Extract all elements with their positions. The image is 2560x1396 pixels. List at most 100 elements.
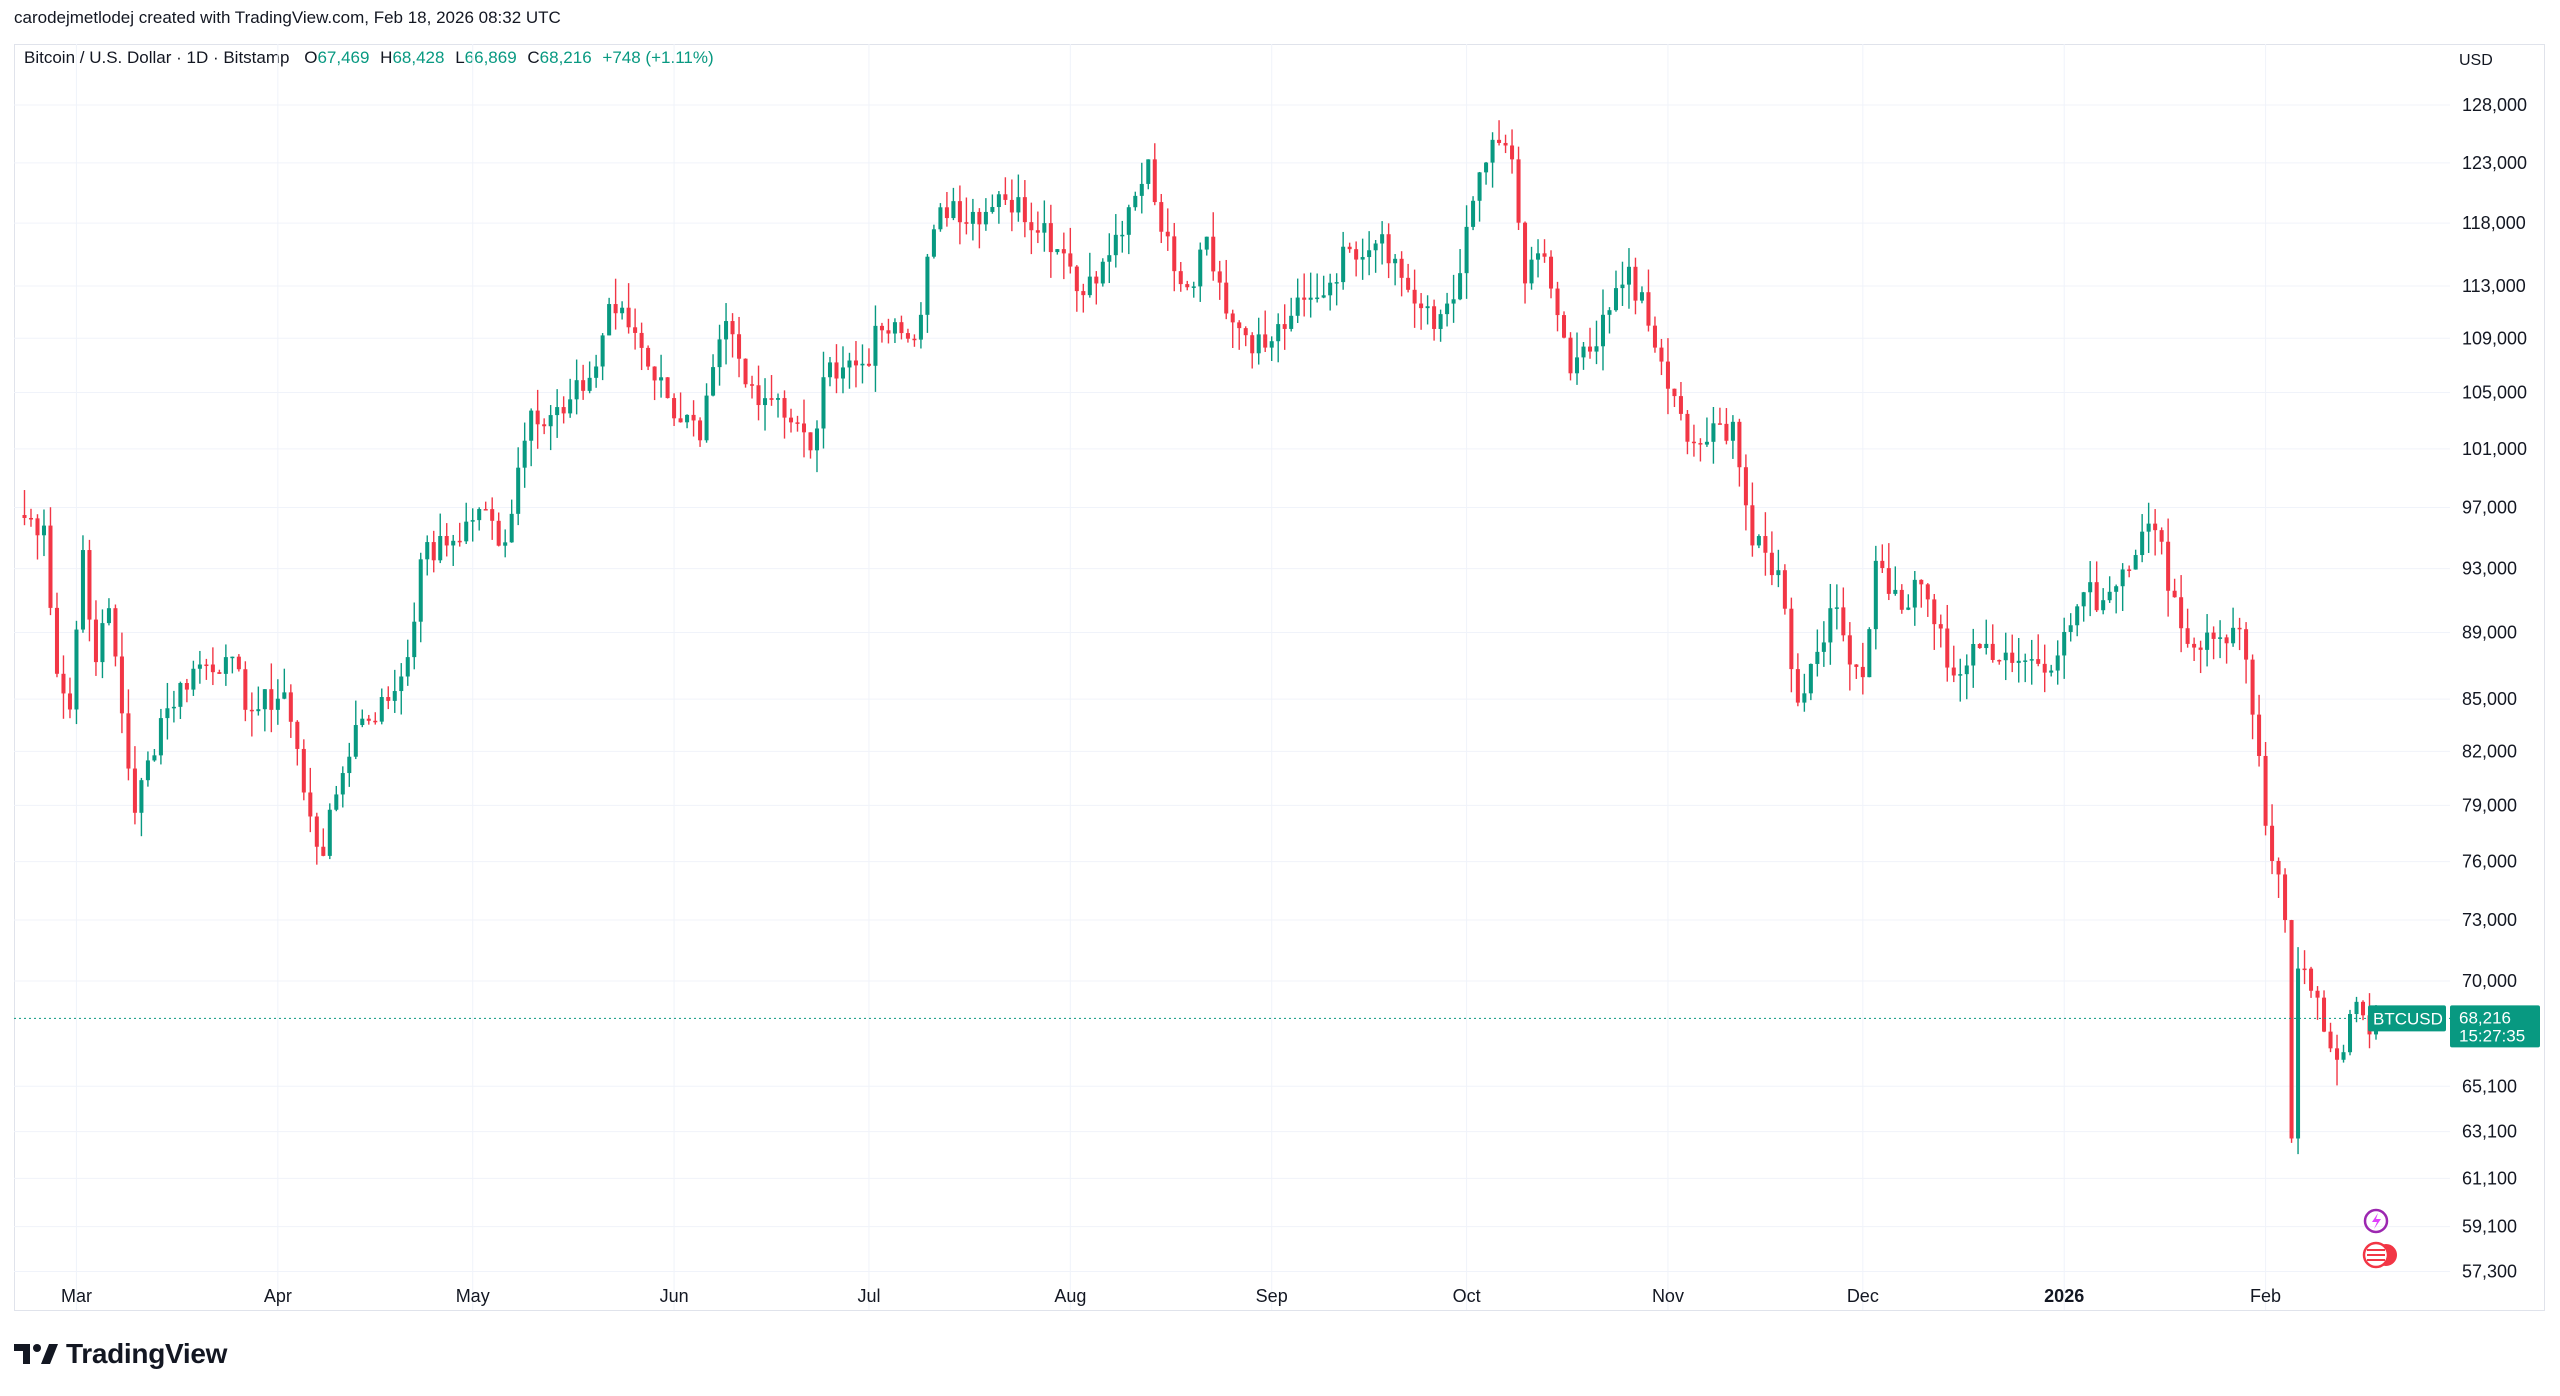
candle-body (918, 314, 923, 340)
candle-body (1847, 635, 1852, 665)
candle-body (1373, 243, 1378, 251)
candle-body (983, 211, 988, 225)
candle-body (2029, 659, 2034, 661)
candle-body (2081, 592, 2086, 607)
candle-body (223, 657, 228, 674)
candle-body (678, 418, 683, 423)
y-tick-label: 65,100 (2462, 1076, 2517, 1096)
events-icons[interactable] (2362, 1208, 2399, 1269)
candle-body (1743, 467, 1748, 506)
currency-button[interactable]: USD (2459, 52, 2493, 69)
high-value: 68,428 (392, 48, 445, 67)
open-label: O (304, 48, 318, 67)
candle-body (1120, 234, 1125, 237)
candle-body (1997, 659, 2002, 662)
x-tick-label: Aug (1054, 1286, 1086, 1306)
y-tick-label: 89,000 (2462, 622, 2517, 642)
candle-body (1672, 388, 1677, 397)
candle-body (106, 608, 111, 624)
candle-body (1159, 202, 1164, 232)
candle-body (2036, 659, 2041, 664)
candle-body (2211, 632, 2216, 639)
candle-body (1886, 568, 1891, 594)
x-tick-label: Oct (1453, 1286, 1481, 1306)
candle-body (594, 366, 599, 378)
candle-body (633, 327, 638, 333)
candle-body (698, 420, 703, 441)
candle-body (2341, 1052, 2346, 1060)
candle-body (1932, 599, 1937, 625)
candle-body (2042, 663, 2047, 673)
candle-body (2218, 637, 2223, 639)
candle-body (2289, 920, 2294, 1139)
candle-body (529, 410, 534, 441)
candle-body (1289, 315, 1294, 329)
candle-body (1984, 643, 1989, 649)
candle-body (132, 768, 137, 813)
candle-body (1782, 570, 1787, 609)
candle-body (1016, 197, 1021, 213)
candle-body (444, 536, 449, 546)
candle-body (886, 330, 891, 334)
candle-body (1880, 560, 1885, 569)
candle-body (957, 201, 962, 223)
candle-body (74, 629, 79, 710)
y-tick-label: 57,300 (2462, 1262, 2517, 1282)
candle-body (1315, 297, 1320, 300)
tradingview-logo[interactable]: TradingView (14, 1338, 227, 1370)
candle-body (568, 399, 573, 414)
candle-body (2146, 523, 2151, 532)
candle-body (1821, 642, 1826, 652)
high-label: H (380, 48, 393, 67)
candle-body (587, 377, 592, 391)
candle-body (2153, 523, 2158, 531)
candle-body (2185, 628, 2190, 644)
y-tick-label: 70,000 (2462, 971, 2517, 991)
candle-body (2023, 660, 2028, 662)
candle-body (821, 377, 826, 429)
symbol-legend: Bitcoin / U.S. Dollar · 1D · Bitstamp O 6… (24, 48, 714, 68)
lightning-event-icon[interactable] (2363, 1208, 2389, 1234)
candle-body (1711, 423, 1716, 442)
y-tick-label: 109,000 (2462, 328, 2527, 348)
candle-body (1282, 324, 1287, 329)
candle-body (840, 367, 845, 379)
candle-body (282, 692, 287, 699)
candle-body (2068, 625, 2073, 632)
candle-body (230, 656, 235, 659)
candle-body (457, 540, 462, 543)
lightning-glyph-icon (2372, 1213, 2381, 1229)
candle-body (509, 513, 514, 543)
candle-body (1639, 292, 1644, 301)
candle-body (1659, 347, 1664, 362)
time-axis[interactable]: Mar Apr May Jun Jul Aug Sep Oct Nov Dec 2026 Feb (61, 1286, 2281, 1306)
price-axis[interactable]: 128,000 123,000 118,000 113,000 109,000 105,0… (2462, 95, 2527, 1281)
candle-body (750, 384, 755, 386)
candle-body (1587, 346, 1593, 352)
symbol-title[interactable]: Bitcoin / U.S. Dollar · 1D · Bitstamp (24, 48, 290, 67)
x-tick-label: Mar (61, 1286, 92, 1306)
candle-body (2283, 874, 2288, 921)
candle-body (1685, 413, 1690, 442)
candle-body (1964, 665, 1969, 675)
candle-body (184, 683, 189, 690)
candle-body (574, 380, 579, 400)
candle-body (2062, 631, 2067, 656)
candle-body (2172, 590, 2177, 598)
candle-body (373, 720, 378, 723)
candle-body (951, 201, 956, 219)
candle-body (1341, 246, 1346, 283)
candle-body (1185, 284, 1190, 288)
candle-body (1834, 607, 1839, 609)
candle-body (165, 708, 170, 719)
candle-body (2179, 597, 2184, 629)
candle-body (93, 619, 98, 663)
candle-body (1568, 337, 1573, 374)
candle-body (2296, 968, 2301, 1139)
candle-body (152, 755, 157, 761)
candle-body (1360, 257, 1365, 260)
candle-body (2075, 606, 2080, 626)
candle-body (776, 398, 781, 400)
candle-body (1211, 236, 1216, 272)
